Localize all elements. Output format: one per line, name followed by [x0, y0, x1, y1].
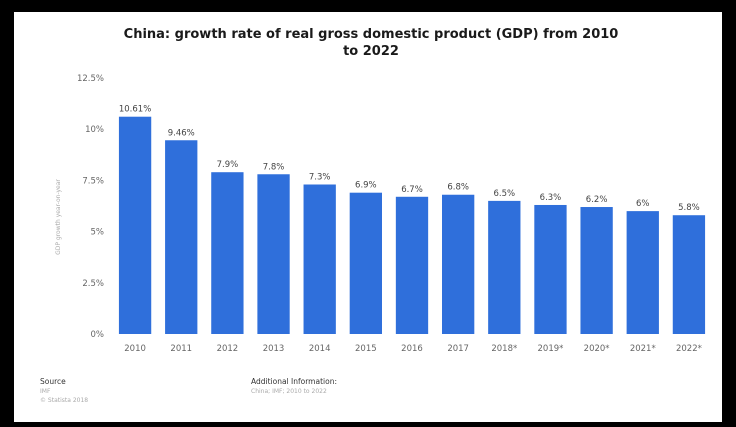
bar[interactable] — [303, 184, 336, 334]
bar-group: 10.61% 9.46% 7.9% 7.8% 7.3% 6.9% 6.7% 6.8% 6.5% 6… — [118, 105, 706, 334]
x-tick-label: 2010 — [124, 344, 146, 354]
chart-title-line-2: to 2022 — [343, 44, 399, 59]
data-label: 6% — [636, 199, 650, 209]
data-label: 7.3% — [309, 172, 331, 182]
x-tick-label: 2022* — [676, 344, 702, 354]
y-tick-label: 12.5% — [77, 74, 104, 84]
data-label: 6.8% — [447, 183, 469, 193]
data-label: 9.46% — [168, 128, 195, 138]
bar[interactable] — [580, 207, 613, 334]
x-tick-label: 2011 — [170, 344, 192, 354]
bar[interactable] — [672, 215, 706, 334]
x-tick-label: 2017 — [447, 344, 469, 354]
bar[interactable] — [626, 211, 659, 334]
bar[interactable] — [488, 200, 521, 334]
x-tick-label: 2019* — [538, 344, 564, 354]
bar[interactable] — [442, 194, 475, 334]
x-tick-label: 2013 — [263, 344, 285, 354]
y-axis-label: GDP growth year-on-year — [55, 179, 62, 255]
bar[interactable] — [257, 174, 290, 334]
data-label: 6.3% — [540, 193, 562, 203]
x-tick-group: 2010 2011 2012 2013 2014 2015 2016 2017 2018* 201… — [124, 344, 702, 354]
source-line: IMF — [40, 388, 51, 395]
data-label: 6.5% — [494, 189, 516, 199]
data-label: 10.61% — [119, 105, 151, 115]
bar[interactable] — [165, 140, 198, 334]
x-tick-label: 2012 — [217, 344, 239, 354]
chart-title-line-1: China: growth rate of real gross domesti… — [124, 27, 619, 42]
data-label: 6.2% — [586, 195, 608, 205]
y-tick-label: 7.5% — [82, 176, 104, 186]
additional-info-line: China; IMF; 2010 to 2022 — [251, 388, 327, 395]
chart-frame: China: growth rate of real gross domesti… — [14, 12, 722, 422]
y-tick-label: 10% — [85, 125, 104, 135]
bar[interactable] — [118, 116, 152, 334]
chart-footer: Source IMF © Statista 2018 Additional In… — [40, 377, 337, 404]
y-tick-group: 0% 2.5% 5% 7.5% 10% 12.5% — [77, 74, 104, 340]
y-tick-label: 5% — [91, 228, 105, 238]
copyright-line[interactable]: © Statista 2018 — [40, 397, 88, 404]
data-label: 6.7% — [401, 185, 423, 195]
x-tick-label: 2018* — [491, 344, 517, 354]
bar[interactable] — [534, 204, 567, 334]
data-label: 7.8% — [263, 162, 285, 172]
y-tick-label: 2.5% — [82, 279, 104, 289]
bar[interactable] — [395, 196, 429, 334]
data-label: 5.8% — [678, 203, 700, 213]
data-label: 7.9% — [217, 160, 239, 170]
y-tick-label: 0% — [91, 330, 105, 340]
x-tick-label: 2021* — [630, 344, 656, 354]
bar[interactable] — [349, 192, 382, 334]
chart-svg: China: growth rate of real gross domesti… — [40, 27, 706, 404]
data-label: 6.9% — [355, 181, 377, 191]
source-heading: Source — [40, 377, 66, 386]
x-tick-label: 2014 — [309, 344, 331, 354]
x-tick-label: 2015 — [355, 344, 377, 354]
x-tick-label: 2016 — [401, 344, 423, 354]
x-tick-label: 2020* — [584, 344, 610, 354]
additional-info-heading[interactable]: Additional Information: — [251, 377, 337, 386]
bar[interactable] — [211, 172, 244, 334]
